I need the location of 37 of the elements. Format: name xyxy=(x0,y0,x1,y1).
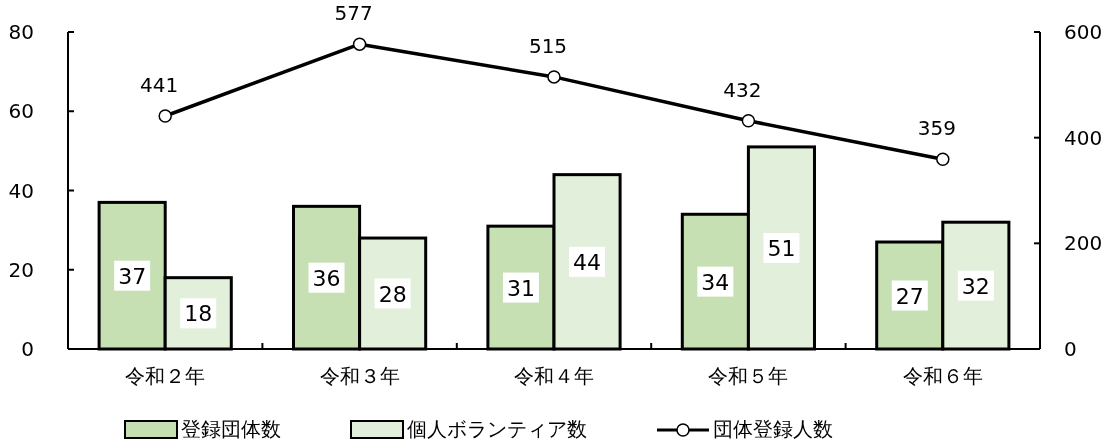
point xyxy=(547,70,561,84)
y-tick-label: 40 xyxy=(8,178,34,203)
data-label: 577 xyxy=(334,1,373,26)
y-tick-label: 80 xyxy=(8,20,34,44)
y-tick-label: 0 xyxy=(21,337,34,361)
x-tick-label: 令和４年 xyxy=(514,364,594,388)
y-tick-label: 60 xyxy=(8,99,34,124)
data-label: 359 xyxy=(917,116,956,141)
data-label: 27 xyxy=(895,283,924,309)
x-tick-label: 令和２年 xyxy=(125,364,206,388)
data-label: 32 xyxy=(961,273,990,299)
point xyxy=(352,37,367,51)
data-label: 432 xyxy=(723,77,762,102)
legend-label: 個人ボランティア数 xyxy=(407,417,587,441)
x-tick-label: 令和５年 xyxy=(708,364,789,388)
data-label: 36 xyxy=(312,265,341,291)
y2-tick-label: 400 xyxy=(1064,125,1103,150)
legend-label: 団体登録人数 xyxy=(713,417,833,441)
point xyxy=(158,109,172,123)
data-label: 31 xyxy=(506,275,535,301)
y2-tick-label: 0 xyxy=(1064,337,1077,361)
x-tick-label: 令和６年 xyxy=(902,364,983,388)
y2-tick-label: 200 xyxy=(1064,231,1103,256)
data-label: 44 xyxy=(573,249,602,275)
data-label: 37 xyxy=(118,263,147,289)
data-label: 34 xyxy=(701,269,730,295)
x-tick-label: 令和３年 xyxy=(319,364,400,388)
y-tick-label: 20 xyxy=(8,257,34,282)
y2-tick-label: 600 xyxy=(1064,20,1103,44)
data-label: 441 xyxy=(140,73,179,97)
data-label: 28 xyxy=(378,281,407,307)
data-label: 51 xyxy=(767,235,796,261)
point xyxy=(936,152,950,167)
legend-label: 登録団体数 xyxy=(181,417,281,441)
data-label: 515 xyxy=(528,33,568,58)
point xyxy=(741,114,756,128)
data-label: 18 xyxy=(184,301,213,327)
